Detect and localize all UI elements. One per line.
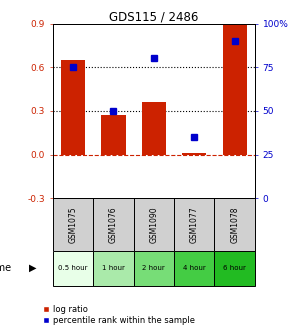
Bar — [53, 251, 93, 286]
Bar — [61, 60, 85, 155]
Text: time: time — [0, 263, 12, 273]
Bar — [134, 251, 174, 286]
Text: 4 hour: 4 hour — [183, 265, 206, 271]
Text: GSM1090: GSM1090 — [149, 206, 158, 243]
Text: 0.5 hour: 0.5 hour — [58, 265, 88, 271]
Text: 1 hour: 1 hour — [102, 265, 125, 271]
Bar — [93, 251, 134, 286]
Text: ▶: ▶ — [28, 263, 36, 273]
Text: GSM1076: GSM1076 — [109, 206, 118, 243]
Bar — [214, 251, 255, 286]
Bar — [93, 198, 134, 251]
Bar — [182, 153, 206, 155]
Text: GSM1077: GSM1077 — [190, 206, 199, 243]
Bar — [142, 102, 166, 155]
Bar — [101, 115, 125, 155]
Text: 6 hour: 6 hour — [223, 265, 246, 271]
Bar — [174, 198, 214, 251]
Title: GDS115 / 2486: GDS115 / 2486 — [109, 10, 199, 24]
Legend: log ratio, percentile rank within the sample: log ratio, percentile rank within the sa… — [39, 301, 198, 329]
Bar — [134, 198, 174, 251]
Bar — [174, 251, 214, 286]
Bar — [223, 24, 247, 155]
Bar — [53, 198, 93, 251]
Text: GSM1075: GSM1075 — [69, 206, 77, 243]
Text: GSM1078: GSM1078 — [230, 206, 239, 243]
Text: 2 hour: 2 hour — [142, 265, 165, 271]
Bar — [214, 198, 255, 251]
